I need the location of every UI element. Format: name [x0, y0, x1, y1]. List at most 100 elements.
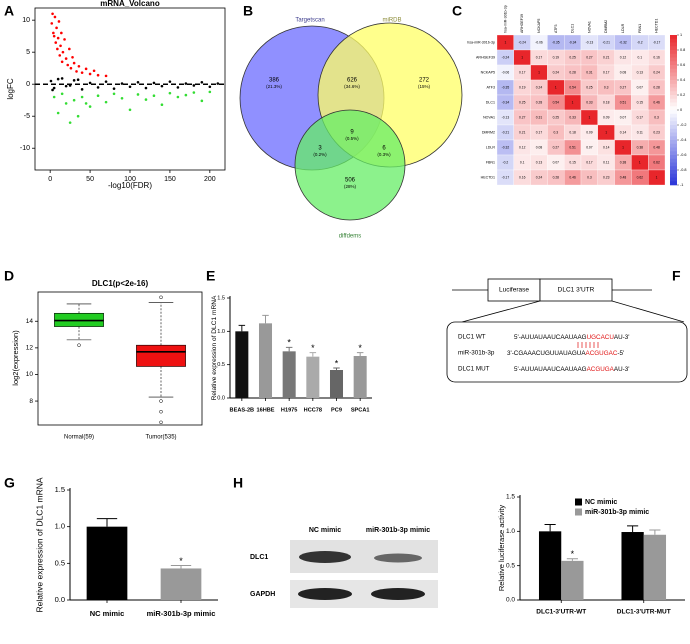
colorbar-step [670, 128, 677, 133]
column-label: LDLR [621, 23, 625, 33]
cell-value: 0.28 [569, 70, 576, 74]
colorbar-step [670, 151, 677, 156]
cell-value: 0.17 [536, 130, 543, 134]
cell-value: 0.19 [519, 85, 526, 89]
cell-value: 0.21 [519, 130, 526, 134]
outlier [77, 343, 81, 347]
y-tick-label: 1.5 [217, 295, 225, 301]
y-tick-label: -10 [20, 145, 30, 152]
point [152, 81, 156, 85]
point [63, 38, 66, 41]
bar [86, 526, 128, 600]
cell-value: 0.25 [553, 115, 560, 119]
bar [353, 356, 367, 398]
point [84, 102, 88, 105]
point [144, 86, 148, 90]
point [208, 85, 212, 89]
point [80, 95, 84, 99]
cell-value: 0.3 [554, 130, 559, 134]
colorbar-label: -0.4 [680, 138, 687, 142]
outlier [159, 409, 163, 414]
band [374, 553, 422, 563]
point [52, 95, 56, 99]
cell-value: 0.17 [586, 160, 593, 164]
y-tick-label: 0.5 [506, 562, 515, 569]
plot-frame [34, 7, 226, 171]
colorbar-label: -1 [680, 183, 683, 187]
cell-value: 0.24 [553, 70, 560, 74]
region-count: 272 [419, 78, 430, 84]
point [56, 47, 59, 51]
point [56, 111, 60, 115]
region-count: 626 [347, 78, 358, 84]
colorbar-step [670, 166, 677, 171]
cell-value: 0.54 [569, 85, 576, 89]
cell-value: 1 [538, 70, 540, 74]
region-count: 386 [269, 78, 280, 84]
x-tick-label: DLC1-3'UTR-WT [536, 609, 586, 616]
sequence: 5'-AUUAUAAUCAAUAAGUGCACUAU-3' [514, 334, 629, 341]
colorbar-step [670, 173, 677, 178]
x-tick-label: 50 [86, 176, 94, 183]
row-label: NCKAP5 [481, 70, 495, 74]
point [54, 41, 58, 44]
point [57, 20, 61, 23]
panel-letter: D [4, 268, 14, 284]
colorbar-step [670, 83, 677, 88]
y-axis-label: logFC [6, 78, 15, 100]
column-label: NCKAP5 [537, 19, 541, 33]
point [60, 92, 64, 96]
cell-value: 0.07 [586, 145, 593, 149]
sequence-box [446, 321, 688, 383]
band [371, 588, 425, 600]
cell-value: 0.27 [519, 115, 526, 119]
point [216, 82, 220, 85]
row-label: GAPDH [250, 591, 275, 598]
colorbar-step [670, 80, 677, 85]
legend-label: NC mimic [585, 499, 617, 506]
cell-value: 0.28 [653, 85, 660, 89]
colorbar-step [670, 113, 677, 118]
point [92, 69, 96, 73]
colorbar-step [670, 95, 677, 100]
point [61, 50, 65, 54]
point [72, 79, 76, 82]
point [160, 84, 164, 88]
cell-value: 0.51 [620, 100, 627, 104]
cell-value: -0.2 [503, 160, 509, 164]
point [64, 57, 68, 60]
cell-value: 0.09 [603, 115, 610, 119]
cell-value: 0.13 [637, 70, 644, 74]
point [96, 94, 100, 98]
point [88, 105, 92, 108]
cell-value: 0.23 [603, 175, 610, 179]
colorbar-label: 0 [680, 108, 682, 112]
cell-value: -0.17 [653, 40, 661, 44]
point [68, 121, 72, 124]
colorbar-step [670, 35, 677, 40]
cell-value: -0.21 [502, 130, 510, 134]
point [49, 79, 53, 83]
region-percent: (15%) [418, 84, 431, 89]
point [136, 93, 140, 96]
point [168, 80, 172, 83]
point [77, 64, 81, 68]
point [60, 60, 64, 64]
cell-value: 0.3 [654, 115, 659, 119]
colorbar-step [670, 57, 677, 62]
error-bar [285, 346, 293, 352]
cell-value: -0.06 [535, 40, 543, 44]
point [200, 99, 204, 103]
pairing-lines [577, 342, 599, 348]
colorbar-step [670, 91, 677, 96]
cell-value: 1 [588, 115, 590, 119]
y-tick-label: 14 [26, 318, 34, 325]
cell-value: 0.46 [569, 175, 576, 179]
point [88, 81, 92, 85]
outlier [159, 420, 163, 425]
seed-site: ACGUGAC [586, 350, 618, 357]
cell-value: 0.14 [603, 145, 610, 149]
bar [306, 356, 320, 398]
y-tick-label: 0.0 [55, 595, 65, 604]
x-tick-label: 0 [48, 176, 52, 183]
